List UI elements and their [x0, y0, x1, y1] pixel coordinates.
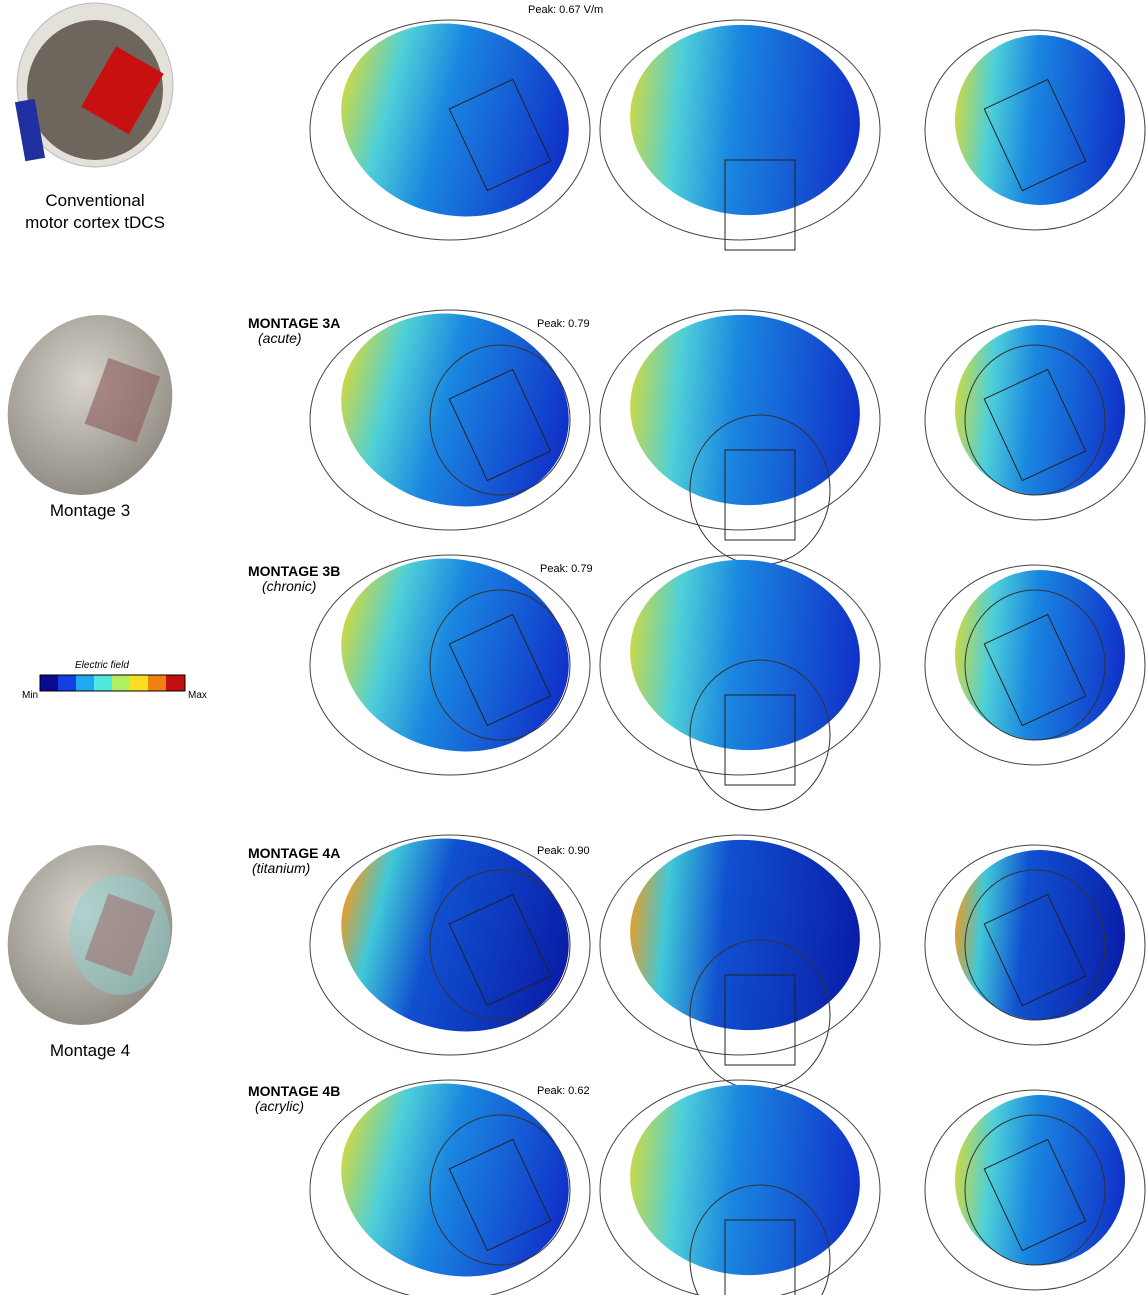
peak-label: Peak: 0.67 V/m — [528, 4, 603, 16]
page: Conventionalmotor cortex tDCS Montage 3 … — [0, 0, 1146, 1295]
panel-label: Montage 4 — [0, 1040, 180, 1062]
peak-label: Peak: 0.79 — [537, 318, 590, 330]
montage-subtitle: (acrylic) — [255, 1098, 304, 1114]
colorbar-title: Electric field — [75, 660, 129, 671]
peak-label: Peak: 0.90 — [537, 845, 590, 857]
head-model — [15, 3, 173, 167]
montage-subtitle: (acute) — [258, 330, 302, 346]
label-line: Conventional — [5, 190, 185, 212]
brain-view — [600, 15, 880, 250]
brain-view — [310, 0, 591, 242]
brain-view — [600, 830, 880, 1090]
brain-view — [925, 843, 1145, 1045]
colorbar — [40, 675, 185, 691]
montage-title: MONTAGE 4B — [248, 1083, 340, 1099]
peak-label: Peak: 0.62 — [537, 1085, 590, 1097]
colorbar-min: Min — [22, 690, 38, 701]
brain-view — [925, 28, 1145, 230]
montage-subtitle: (titanium) — [252, 860, 310, 876]
head-model — [0, 288, 201, 522]
colorbar-max: Max — [188, 690, 207, 701]
brain-view — [600, 1075, 880, 1295]
montage-title: MONTAGE 4A — [248, 845, 340, 861]
brain-view — [925, 563, 1145, 765]
montage-title: MONTAGE 3A — [248, 315, 340, 331]
label-line: motor cortex tDCS — [5, 212, 185, 234]
montage-title: MONTAGE 3B — [248, 563, 340, 579]
montage-subtitle: (chronic) — [262, 578, 316, 594]
brain-view — [925, 1088, 1145, 1290]
panel-label: Montage 3 — [0, 500, 180, 522]
brain-view — [925, 318, 1145, 520]
peak-label: Peak: 0.79 — [540, 563, 593, 575]
brain-view — [600, 305, 880, 565]
brain-surface — [948, 28, 1132, 212]
brain-view — [600, 550, 880, 810]
head-model — [0, 818, 201, 1052]
